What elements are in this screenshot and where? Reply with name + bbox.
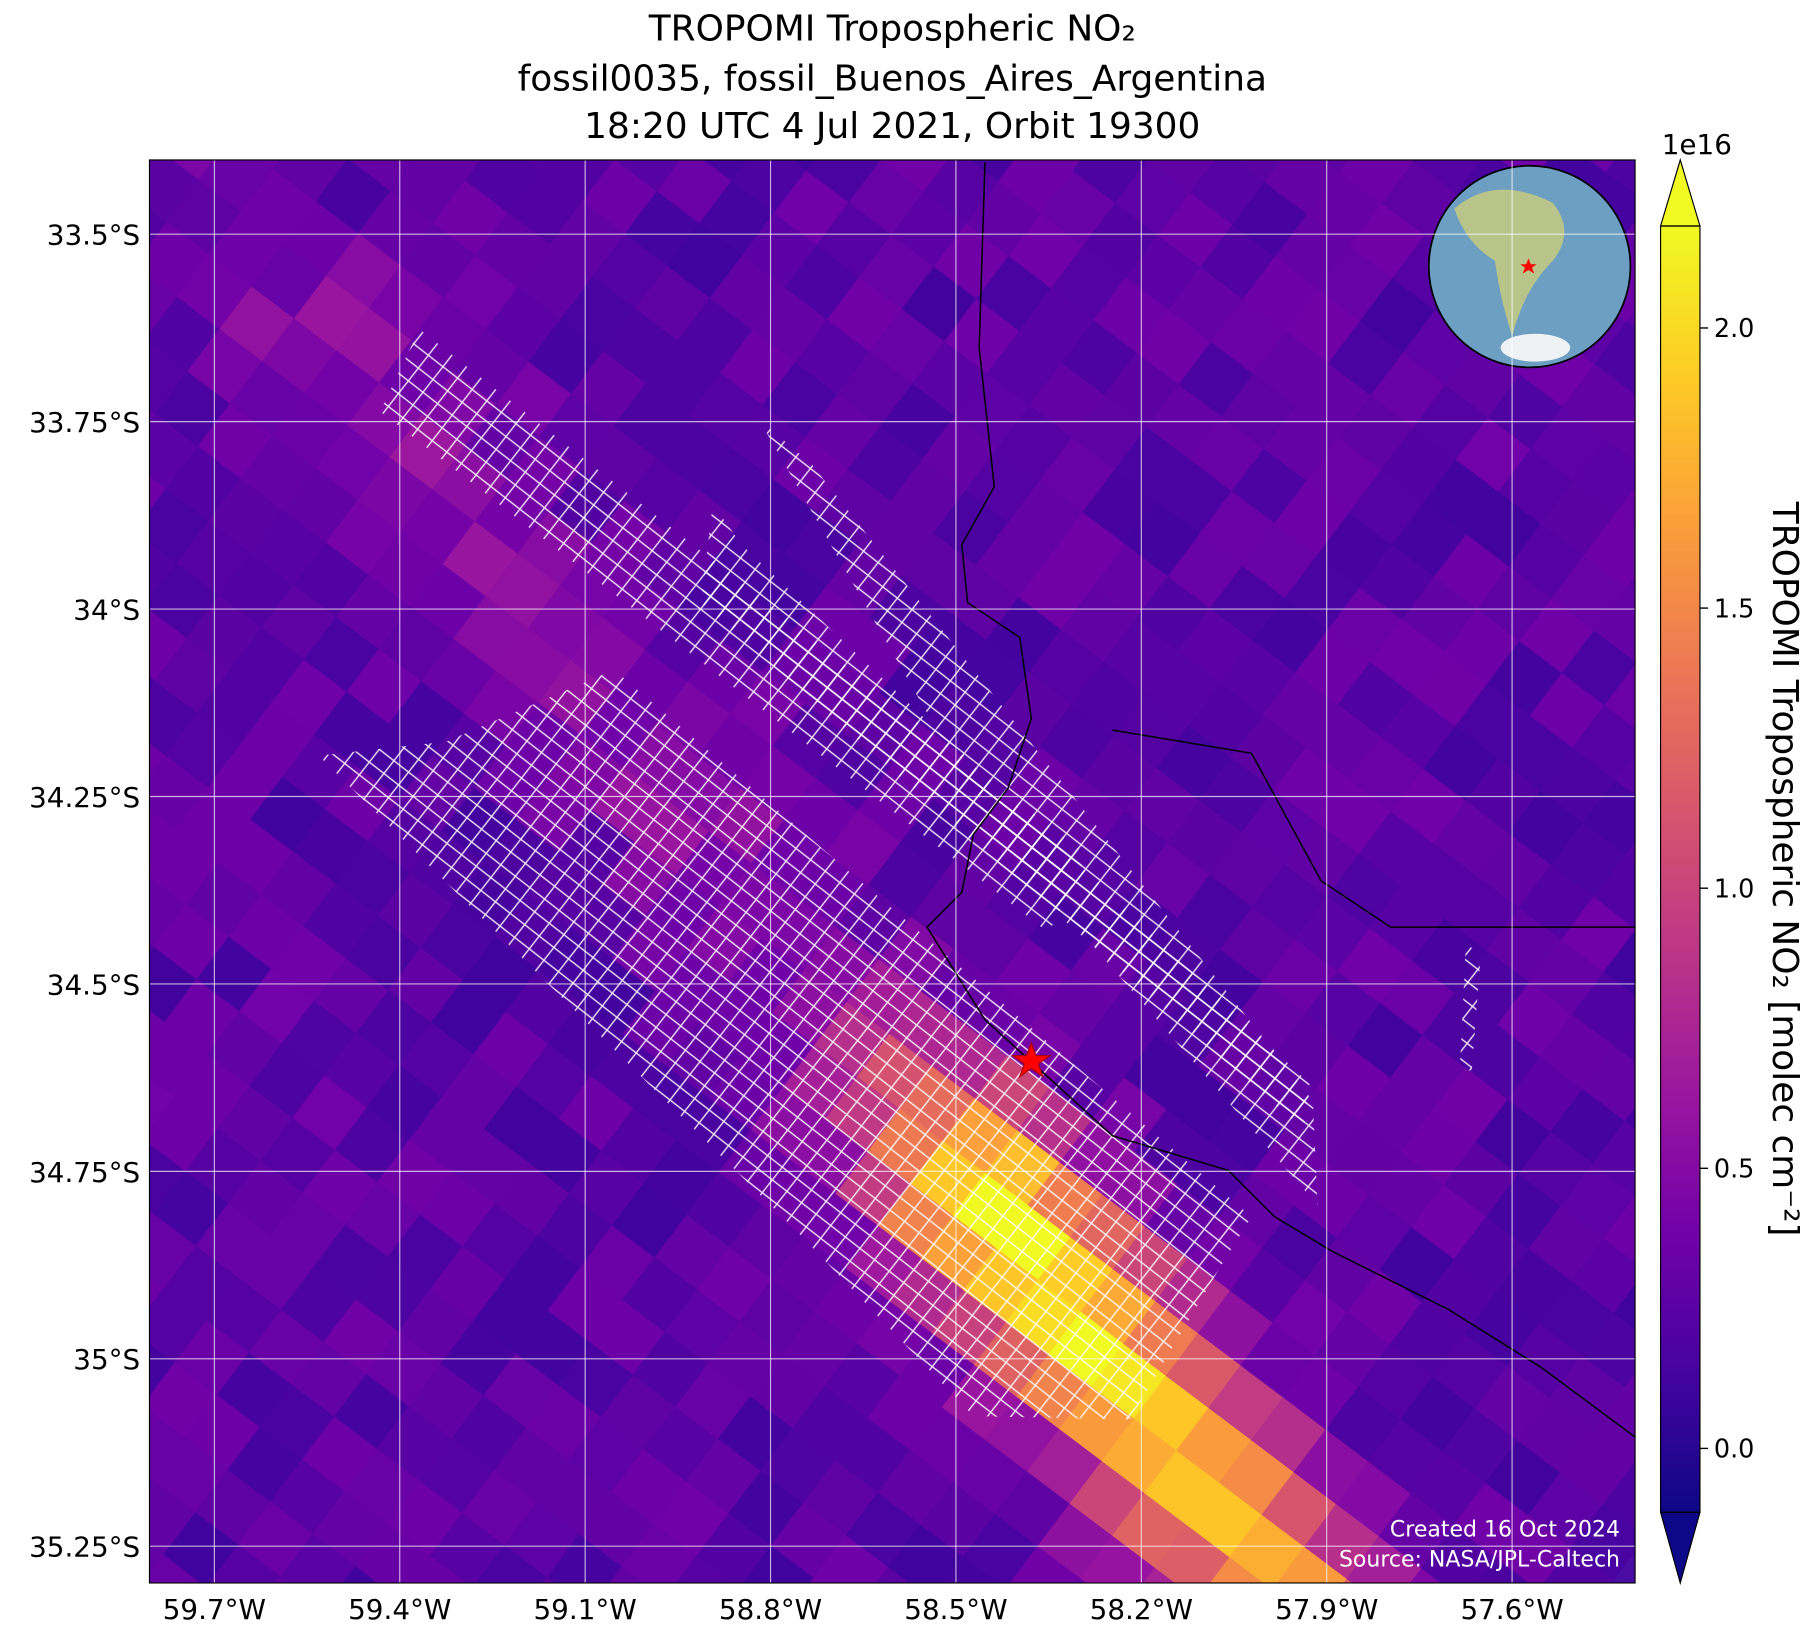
- pixel: [149, 1181, 155, 1258]
- x-tick-label: 58.8°W: [719, 1593, 822, 1626]
- footer-line: Source: NASA/JPL-Caltech: [1339, 1548, 1620, 1573]
- pixel: [1345, 1536, 1423, 1583]
- title: TROPOMI Tropospheric NO₂: [648, 9, 1136, 50]
- x-tick-label: 58.5°W: [904, 1593, 1007, 1626]
- y-tick-label: 34.25°S: [29, 781, 140, 814]
- pixel: [738, 1545, 815, 1583]
- globe-inset: [1427, 164, 1632, 369]
- colorbar-extend: [1659, 1511, 1701, 1586]
- colorbar-tick-label: 0.5: [1714, 1155, 1755, 1185]
- x-tick-label: 57.6°W: [1460, 1593, 1563, 1626]
- x-tick-label: 59.7°W: [163, 1593, 266, 1626]
- footer-line: Created 16 Oct 2024: [1390, 1518, 1620, 1543]
- site-star: [1010, 1041, 1052, 1079]
- antarctica: [1500, 333, 1571, 362]
- pixel: [149, 159, 157, 192]
- pixel: [149, 648, 156, 725]
- y-tick-label: 34°S: [73, 593, 140, 626]
- colorbar-frame: [1659, 225, 1701, 1513]
- pixel: [1196, 1557, 1273, 1583]
- y-tick-label: 35.25°S: [29, 1531, 140, 1564]
- pixel: [279, 1533, 357, 1583]
- coastline: [926, 162, 1636, 1438]
- footprint: [318, 669, 1252, 1420]
- colorbar-tick-label: 1.0: [1714, 874, 1755, 904]
- pixel: [1463, 1557, 1540, 1583]
- pixel: [396, 1555, 474, 1583]
- colorbar-ramp: [1660, 226, 1700, 1513]
- colorbar-tick-label: 1.5: [1714, 594, 1755, 624]
- colorbar-label: TROPOMI Tropospheric NO₂ [molec cm⁻²]: [1764, 501, 1805, 1237]
- y-tick-label: 35°S: [73, 1343, 140, 1376]
- pixel: [1537, 1547, 1615, 1583]
- pixel: [1004, 1546, 1081, 1583]
- colorbar-tick-label: 0.0: [1714, 1435, 1755, 1465]
- pixel: [471, 1544, 548, 1583]
- footprint: [1460, 944, 1481, 1072]
- title: 18:20 UTC 4 Jul 2021, Orbit 19300: [584, 106, 1200, 147]
- pixel: [930, 1556, 1007, 1583]
- pixel: [663, 1556, 740, 1583]
- x-tick-label: 59.1°W: [534, 1593, 637, 1626]
- y-tick-label: 33.75°S: [29, 406, 140, 439]
- y-tick-label: 33.5°S: [47, 219, 140, 252]
- y-tick-label: 34.75°S: [29, 1156, 140, 1189]
- pixel: [229, 159, 307, 171]
- border: [1112, 729, 1636, 928]
- map-field: [149, 159, 1636, 1583]
- colorbar: 1e16 TROPOMI Tropospheric NO₂ [molec cm⁻…: [1659, 128, 1805, 1586]
- footprints: [318, 329, 1481, 1420]
- continent: [1454, 189, 1565, 337]
- x-tick-label: 57.9°W: [1275, 1593, 1378, 1626]
- colorbar-ticks: 0.0 0.5 1.0 1.5 2.0: [1699, 314, 1755, 1465]
- pixel: [812, 1535, 890, 1583]
- colorbar-multiplier: 1e16: [1662, 128, 1732, 161]
- map-frame: [148, 159, 1636, 1584]
- graticule: 59.7°W 59.4°W 59.1°W 58.8°W 58.5°W 58.2°W 57.9…: [29, 159, 1636, 1626]
- x-tick-label: 58.2°W: [1090, 1593, 1193, 1626]
- y-tick-label: 34.5°S: [47, 968, 140, 1001]
- x-tick-label: 59.4°W: [348, 1593, 451, 1626]
- coast: [926, 162, 1636, 1438]
- title: fossil0035, fossil_Buenos_Aires_Argentin…: [518, 58, 1267, 99]
- pixel: [1271, 1546, 1348, 1583]
- colorbar-tick-label: 2.0: [1714, 314, 1755, 344]
- footprint: [701, 504, 1310, 1130]
- pixel: [1079, 1535, 1156, 1583]
- pixel: [546, 1534, 623, 1583]
- globe-star: [1520, 258, 1537, 274]
- colorbar-extend: [1659, 157, 1701, 227]
